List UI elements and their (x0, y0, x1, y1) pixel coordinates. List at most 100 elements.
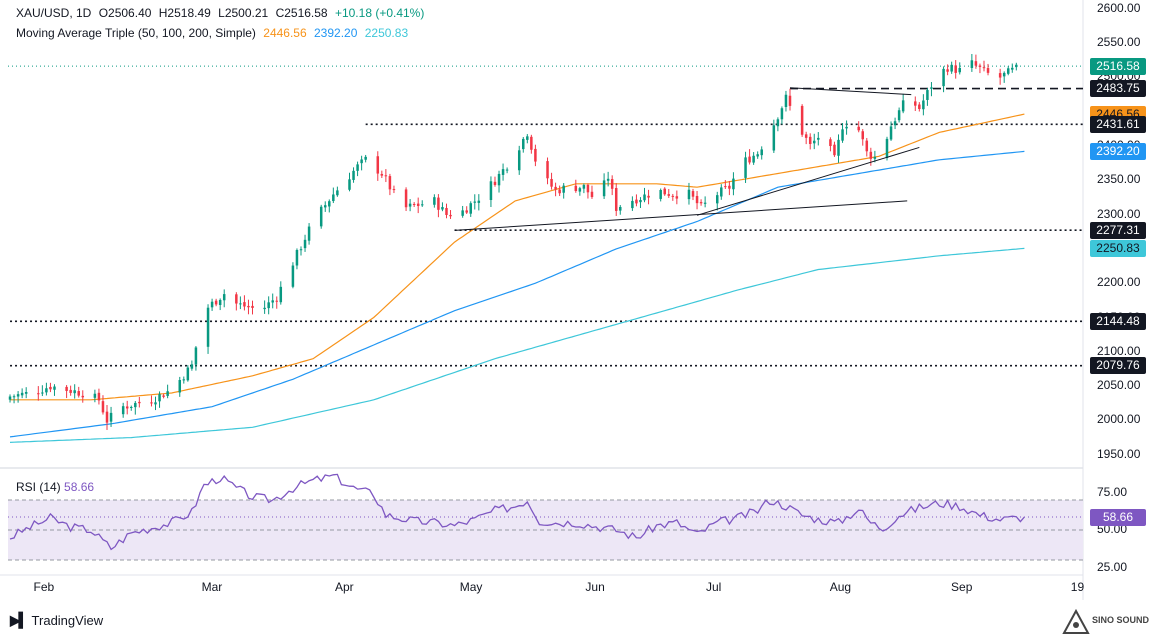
candle (24, 387, 28, 399)
candle (291, 262, 295, 289)
candle (691, 188, 695, 201)
candle (16, 391, 20, 403)
candle-body (461, 210, 464, 216)
candle (885, 136, 889, 161)
candle (800, 104, 804, 137)
candle (125, 400, 129, 415)
candle-body (817, 137, 820, 140)
rsi-value-label: 58.66 (1090, 508, 1146, 526)
candle (857, 121, 860, 133)
candle (53, 384, 56, 396)
candle (323, 201, 327, 212)
tradingview-logo-icon[interactable]: ▶▍ (10, 612, 29, 628)
ma50-line (10, 113, 1025, 401)
candle (469, 201, 472, 217)
candle (235, 292, 238, 311)
time-tick-label: May (459, 580, 483, 594)
candle (954, 60, 957, 79)
candle (562, 183, 565, 199)
candle (93, 389, 97, 403)
ma200-value: 2250.83 (364, 26, 409, 40)
time-tick-label: Mar (201, 580, 223, 594)
candle-body (804, 134, 808, 138)
candle-body (550, 178, 553, 187)
candle (150, 395, 153, 407)
moving-averages (9, 113, 1025, 443)
rsi-indicator-label[interactable]: RSI (14) (16, 480, 61, 494)
candle-body (166, 391, 169, 396)
candle (869, 147, 873, 166)
price-tick-label: 2300.00 (1097, 206, 1141, 221)
candle-body (695, 195, 699, 204)
candle (974, 54, 978, 69)
ma-header: Moving Average Triple (50, 100, 200, Sim… (16, 26, 412, 40)
candle-body (893, 121, 897, 126)
candle-body (134, 402, 137, 408)
candle (461, 205, 464, 218)
candle-body (477, 200, 481, 203)
close-value: C2516.58 (275, 6, 328, 20)
brand-label[interactable]: TradingView (31, 613, 104, 628)
trendline (696, 146, 920, 216)
candle-body (376, 156, 380, 174)
candle (73, 384, 76, 399)
candle (81, 390, 85, 403)
candle-body (489, 181, 493, 200)
candle-body (408, 203, 412, 207)
candle-body (659, 190, 662, 199)
candle-body (275, 300, 279, 302)
candle (845, 120, 848, 135)
candle (534, 144, 537, 167)
candle (105, 404, 109, 430)
candle (619, 205, 622, 215)
ma100-value: 2392.20 (314, 26, 358, 40)
candle (319, 204, 323, 229)
candle (590, 185, 594, 199)
candle-body (352, 170, 355, 180)
candle (20, 388, 24, 399)
candle (206, 304, 210, 354)
candle (610, 175, 614, 196)
candle (724, 180, 727, 189)
candle (865, 137, 869, 157)
candle (788, 88, 792, 111)
time-tick-label: 19 (1070, 580, 1085, 594)
candle (97, 388, 101, 405)
level-label-2277: 2277.31 (1090, 221, 1146, 239)
candle-body (857, 126, 860, 131)
candle (489, 176, 493, 208)
candle (348, 172, 351, 192)
candle (586, 183, 590, 199)
candle (138, 396, 141, 408)
candle-body (865, 140, 869, 152)
candle-body (469, 203, 472, 214)
candle-body (647, 195, 650, 198)
candle (271, 293, 274, 309)
candle-body (869, 151, 873, 159)
candle-body (497, 173, 501, 186)
candle-body (105, 411, 109, 423)
symbol-title[interactable]: XAU/USD, 1D (16, 6, 92, 20)
candle (861, 129, 864, 146)
candle (950, 61, 953, 74)
ma-indicator-label[interactable]: Moving Average Triple (50, 100, 200, Sim… (16, 26, 256, 40)
candle-body (303, 239, 307, 249)
candle (352, 167, 355, 183)
candle-body (978, 65, 982, 67)
candle-body (81, 395, 85, 398)
candle (1011, 63, 1014, 73)
candle (752, 152, 755, 165)
candle-body (158, 394, 161, 402)
candle-body (663, 188, 666, 195)
candle-body (687, 189, 691, 200)
candle (477, 194, 481, 211)
candle (408, 199, 412, 212)
level-label-2483: 2483.75 (1090, 80, 1146, 98)
candle (728, 180, 731, 196)
candle-body (77, 391, 80, 396)
price-tick-label: 2100.00 (1097, 343, 1141, 358)
candle (550, 172, 553, 190)
candle-body (336, 190, 339, 196)
candle-body (1011, 67, 1014, 70)
